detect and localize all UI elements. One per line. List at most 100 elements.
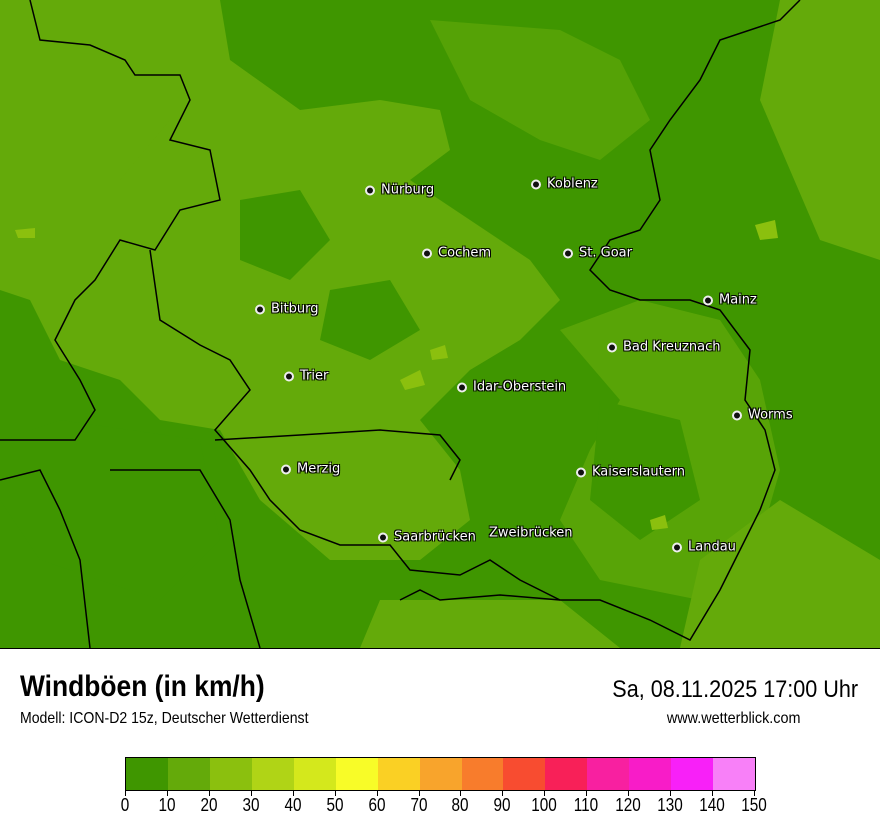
legend-tick	[250, 790, 252, 796]
legend-tick-label: 30	[242, 795, 260, 815]
legend-tick-label: 90	[493, 795, 511, 815]
legend-tick-label: 110	[574, 795, 599, 815]
legend-swatch	[503, 758, 546, 790]
city-marker: St. Goar	[563, 246, 632, 261]
wind-gust-map: Nürburg Koblenz Cochem St. Goar Mainz Bitburg…	[0, 0, 880, 649]
legend-tick-label: 130	[657, 795, 683, 815]
legend-tick-label: 50	[326, 795, 344, 815]
city-marker: Idar-Oberstein	[457, 380, 566, 395]
city-marker: Landau	[672, 540, 736, 555]
city-marker: Cochem	[422, 246, 491, 261]
city-dot-icon	[255, 304, 265, 314]
map-shapes	[0, 0, 880, 648]
legend-swatch	[167, 758, 210, 790]
city-label: Nürburg	[381, 182, 435, 198]
legend-tick	[586, 790, 588, 796]
city-marker: Worms	[732, 408, 793, 423]
city-marker: Bad Kreuznach	[607, 340, 721, 355]
color-legend	[125, 757, 756, 791]
legend-tick-label: 20	[200, 795, 218, 815]
state-borders	[0, 0, 801, 648]
legend-tick	[628, 790, 630, 796]
legend-swatch	[293, 758, 336, 790]
city-label: Bitburg	[271, 301, 319, 317]
city-label: Mainz	[719, 292, 757, 308]
city-dot-icon	[457, 382, 467, 392]
gust-0-10-areas	[0, 190, 700, 600]
legend-tick-label: 0	[120, 795, 130, 815]
city-label: Bad Kreuznach	[623, 339, 721, 355]
legend-tick	[208, 790, 210, 796]
city-marker: Mainz	[703, 293, 757, 308]
legend-tick	[544, 790, 546, 796]
city-label: Koblenz	[547, 176, 598, 192]
legend-tick-label: 70	[410, 795, 428, 815]
legend-swatch	[126, 758, 168, 790]
legend-tick-label: 80	[451, 795, 469, 815]
city-dot-icon	[672, 542, 682, 552]
legend-swatch	[419, 758, 462, 790]
city-dot-icon	[531, 179, 541, 189]
model-source: Modell: ICON-D2 15z, Deutscher Wetterdie…	[20, 710, 309, 727]
legend-tick	[125, 790, 126, 796]
legend-swatch	[545, 758, 588, 790]
city-dot-icon	[607, 342, 617, 352]
legend-tick	[292, 790, 294, 796]
legend-swatch	[629, 758, 672, 790]
map-title: Windböen (in km/h)	[20, 670, 265, 703]
city-label: Idar-Oberstein	[473, 379, 567, 395]
city-dot-icon	[732, 410, 742, 420]
city-label: St. Goar	[579, 245, 632, 261]
legend-tick	[418, 790, 420, 796]
gust-20-30-areas	[15, 220, 778, 530]
legend-tick	[502, 790, 504, 796]
city-marker: Nürburg	[365, 183, 434, 198]
city-dot-icon	[281, 464, 291, 474]
city-dot-icon	[422, 248, 432, 258]
city-label: Landau	[688, 539, 736, 555]
city-marker: Zweibrücken	[473, 526, 572, 541]
legend-swatch	[251, 758, 294, 790]
city-dot-icon	[365, 185, 375, 195]
legend-swatch	[671, 758, 714, 790]
legend-swatch	[209, 758, 252, 790]
city-marker: Saarbrücken	[378, 530, 476, 545]
city-marker: Trier	[284, 369, 328, 384]
legend-swatch	[377, 758, 420, 790]
city-marker: Koblenz	[531, 177, 598, 192]
city-dot-icon	[284, 371, 294, 381]
legend-tick	[712, 790, 714, 796]
city-label: Trier	[300, 368, 329, 384]
legend-swatch	[713, 758, 756, 790]
legend-tick-label: 60	[368, 795, 386, 815]
legend-tick	[754, 790, 755, 796]
legend-tick	[460, 790, 462, 796]
city-dot-icon	[563, 248, 573, 258]
legend-tick	[376, 790, 378, 796]
legend-tick-label: 120	[615, 795, 641, 815]
legend-tick	[334, 790, 336, 796]
city-dot-icon	[576, 467, 586, 477]
city-label: Kaiserslautern	[592, 464, 686, 480]
city-label: Worms	[748, 407, 793, 423]
city-label: Merzig	[297, 461, 341, 477]
city-marker: Kaiserslautern	[576, 465, 685, 480]
city-dot-icon	[703, 295, 713, 305]
city-label: Zweibrücken	[489, 525, 573, 541]
city-marker: Merzig	[281, 462, 340, 477]
legend-swatch	[587, 758, 630, 790]
city-label: Saarbrücken	[394, 529, 476, 545]
legend-tick-label: 100	[531, 795, 558, 815]
legend-swatch	[335, 758, 378, 790]
legend-swatch	[461, 758, 504, 790]
city-dot-icon	[378, 532, 388, 542]
city-label: Cochem	[438, 245, 492, 261]
city-marker: Bitburg	[255, 302, 319, 317]
legend-tick	[166, 790, 168, 796]
forecast-datetime: Sa, 08.11.2025 17:00 Uhr	[612, 676, 858, 703]
legend-tick-label: 150	[741, 795, 767, 815]
legend-tick-label: 10	[158, 795, 176, 815]
legend-tick-label: 140	[699, 795, 725, 815]
website: www.wetterblick.com	[666, 710, 800, 727]
legend-tick-label: 40	[284, 795, 302, 815]
